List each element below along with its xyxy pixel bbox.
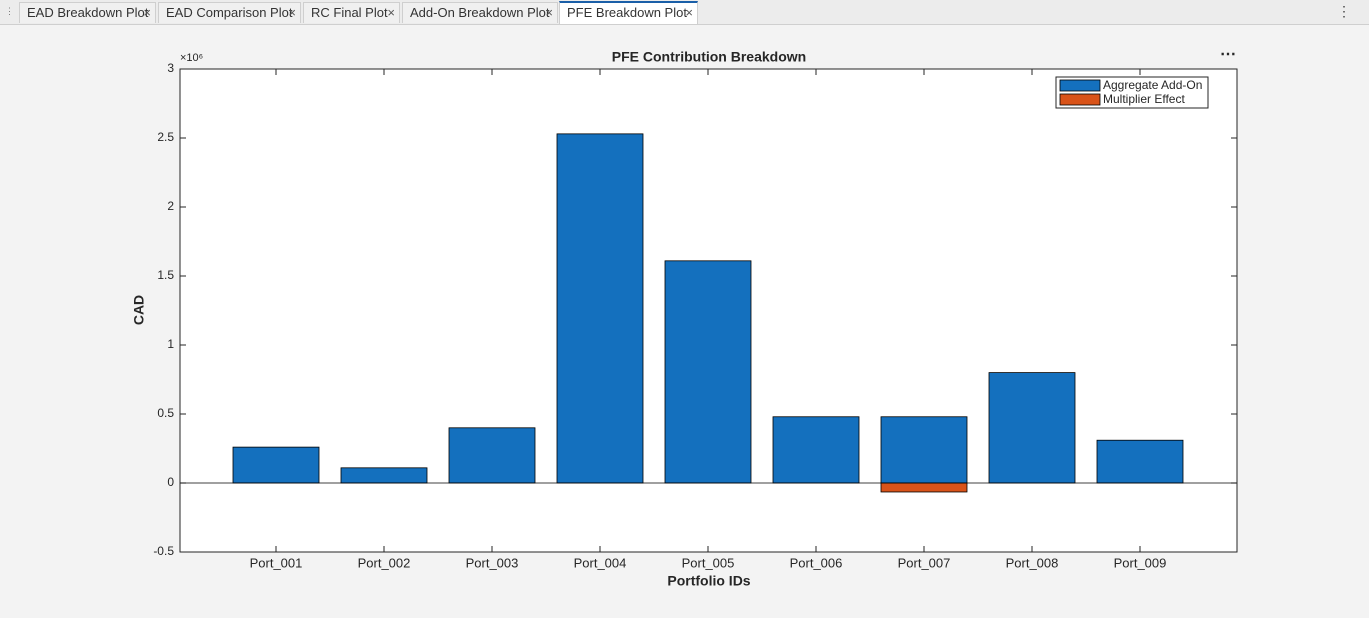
tab-label: PFE Breakdown Plot	[567, 5, 687, 20]
chart-title: PFE Contribution Breakdown	[612, 49, 806, 65]
y-tick-label: 3	[167, 61, 174, 75]
y-axis-label: CAD	[131, 295, 147, 325]
x-tick-label: Port_001	[250, 555, 303, 570]
legend-label: Aggregate Add-On	[1103, 78, 1202, 92]
axes-box	[179, 68, 1238, 553]
tab-bar: ⋮ ⋮ EAD Breakdown Plot × EAD Comparison Pl…	[0, 0, 1369, 25]
y-tick-label: 1.5	[157, 268, 174, 282]
legend-label: Multiplier Effect	[1103, 92, 1185, 106]
y-exponent: ×10⁶	[180, 52, 203, 64]
tab-close[interactable]: ×	[545, 5, 553, 20]
bar	[556, 133, 644, 484]
tab-label: EAD Comparison Plot	[166, 5, 293, 20]
x-tick-label: Port_002	[358, 555, 411, 570]
bar	[772, 416, 860, 484]
tab[interactable]: Add-On Breakdown Plot ×	[402, 2, 558, 23]
legend-swatch	[1059, 79, 1101, 92]
tab[interactable]: PFE Breakdown Plot ×	[559, 1, 698, 24]
bar	[988, 372, 1076, 484]
tab[interactable]: RC Final Plot ×	[303, 2, 400, 23]
bar	[448, 427, 536, 484]
more-menu[interactable]: ⋮	[1337, 3, 1351, 19]
y-tick-label: 0	[167, 475, 174, 489]
x-tick-label: Port_006	[790, 555, 843, 570]
tab-close[interactable]: ×	[288, 5, 296, 20]
tab-label: RC Final Plot	[311, 5, 388, 20]
tab-label: Add-On Breakdown Plot	[410, 5, 550, 20]
chart: PFE Contribution Breakdown ⋯ ×10⁶ Portfo…	[131, 46, 1238, 589]
bar	[1096, 439, 1184, 484]
y-tick-label: 1	[167, 337, 174, 351]
y-tick-label: 2.5	[157, 130, 174, 144]
bar	[664, 260, 752, 484]
bar	[340, 467, 428, 484]
tab[interactable]: EAD Breakdown Plot ×	[19, 2, 156, 23]
x-tick-label: Port_007	[898, 555, 951, 570]
x-axis-label: Portfolio IDs	[667, 573, 750, 589]
y-tick-label: 0.5	[157, 406, 174, 420]
x-tick-label: Port_008	[1006, 555, 1059, 570]
bar	[880, 482, 968, 493]
legend-swatch	[1059, 93, 1101, 106]
x-tick-label: Port_009	[1114, 555, 1167, 570]
tab-close[interactable]: ×	[685, 5, 693, 20]
axes-toolbar[interactable]: ⋯	[1220, 46, 1236, 63]
y-tick-label: -0.5	[153, 544, 174, 558]
x-tick-label: Port_004	[574, 555, 627, 570]
menu-grip[interactable]: ⋮	[5, 6, 14, 16]
tab-label: EAD Breakdown Plot	[27, 5, 149, 20]
tab[interactable]: EAD Comparison Plot ×	[158, 2, 301, 23]
x-tick-label: Port_003	[466, 555, 519, 570]
y-tick-label: 2	[167, 199, 174, 213]
bar	[232, 446, 320, 484]
x-tick-label: Port_005	[682, 555, 735, 570]
tab-close[interactable]: ×	[143, 5, 151, 20]
bar	[880, 416, 968, 484]
tab-close[interactable]: ×	[387, 5, 395, 20]
